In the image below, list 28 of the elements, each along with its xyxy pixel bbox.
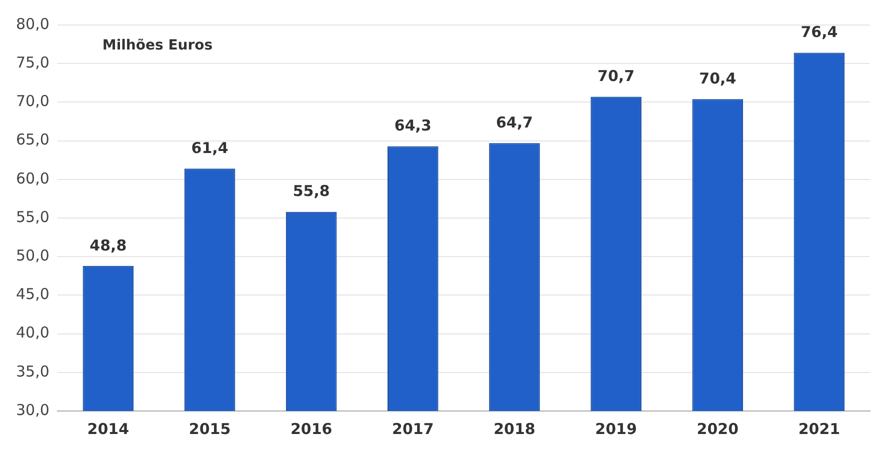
x-tick-label: 2021 [798,420,840,438]
y-tick-label: 45,0 [16,285,50,304]
data-label: 64,7 [496,114,533,132]
data-label: 70,4 [699,70,736,88]
x-tick-label: 2020 [696,420,739,438]
data-label: 76,4 [800,23,838,42]
x-tick-label: 2018 [494,420,536,438]
data-label: 55,8 [292,182,330,200]
data-label: 61,4 [191,138,228,157]
y-tick-label: 75,0 [16,53,50,72]
y-tick-label: 70,0 [16,92,50,110]
data-label: 70,7 [598,67,635,86]
x-tick-label: 2015 [188,420,231,438]
y-tick-label: 55,0 [16,208,50,226]
y-tick-label: 35,0 [16,362,50,380]
data-label: 64,3 [394,116,432,135]
y-tick-label: 80,0 [16,14,50,33]
x-tick-label: 2016 [290,420,332,438]
x-tick-label: 2017 [392,420,434,438]
y-tick-label: 60,0 [16,169,50,188]
y-tick-label: 65,0 [16,130,50,149]
y-tick-label: 30,0 [16,400,50,419]
x-tick-label: 2019 [595,420,637,438]
y-tick-label: 40,0 [16,324,50,342]
y-tick-label: 50,0 [16,246,50,264]
annotation: Milhões Euros [102,38,213,54]
x-tick-label: 2014 [87,420,130,438]
data-label: 48,8 [90,236,127,254]
